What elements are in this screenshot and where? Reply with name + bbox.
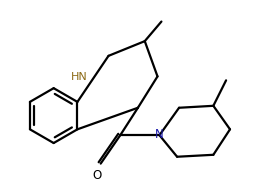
Text: O: O: [92, 169, 101, 182]
Text: HN: HN: [71, 72, 88, 82]
Text: N: N: [155, 128, 164, 141]
